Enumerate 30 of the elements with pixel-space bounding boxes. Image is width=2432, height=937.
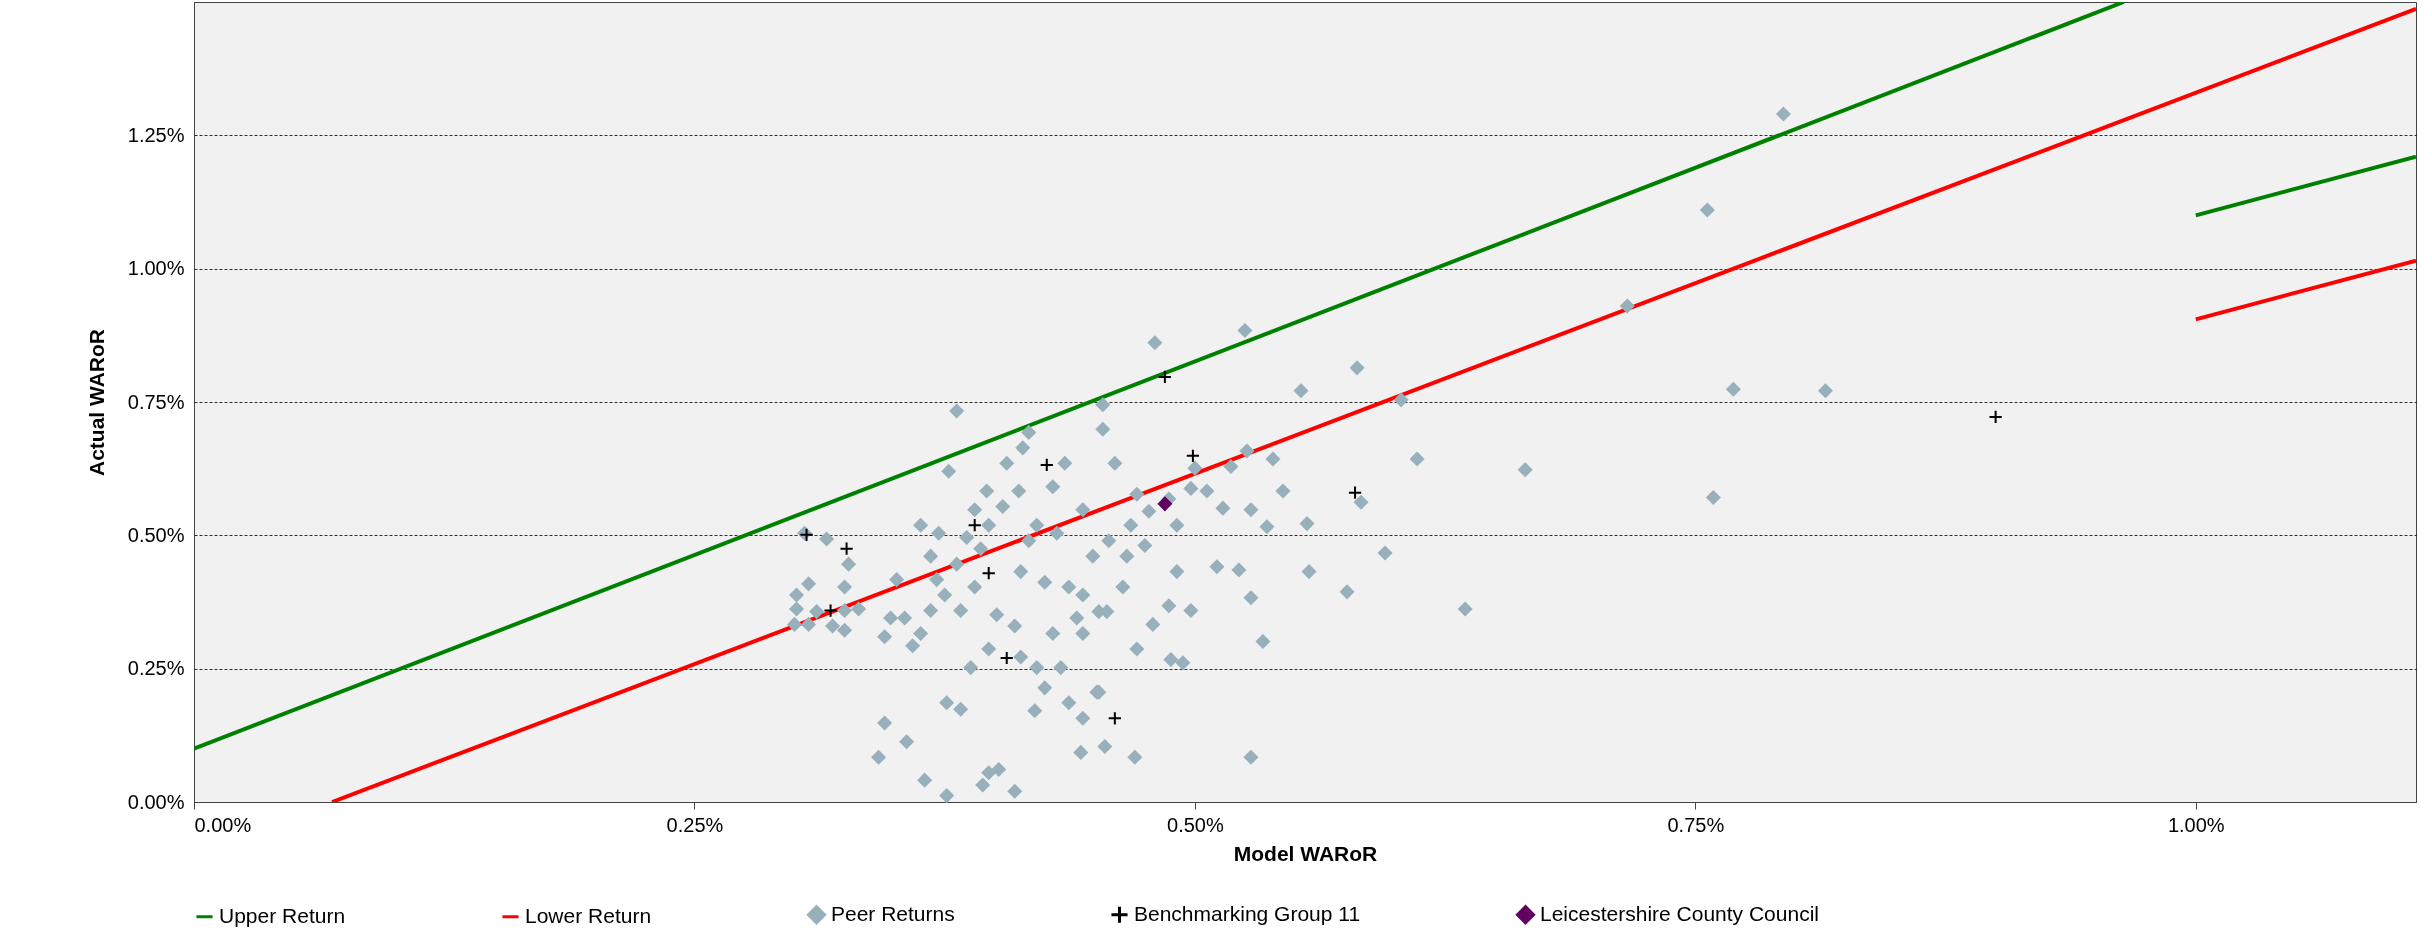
y-tick-label: 1.25%	[127, 123, 185, 146]
x-tick-label: 0.00%	[194, 813, 252, 836]
legend-label: Lower Return	[525, 903, 652, 927]
legend-label: Upper Return	[219, 903, 346, 927]
point	[999, 650, 1014, 666]
x-tick-label: 0.50%	[1167, 813, 1224, 836]
y-tick-label: 0.25%	[127, 657, 185, 680]
point	[1107, 711, 1122, 726]
x-tick-label: 0.75%	[1667, 813, 1725, 836]
legend-label: Leicestershire County Council	[1540, 901, 1819, 925]
x-axis-title: Model WARoR	[1233, 841, 1378, 865]
point	[839, 541, 854, 556]
point	[823, 603, 838, 618]
x-tick-label: 1.00%	[2167, 813, 2225, 836]
y-tick-label: 1.00%	[127, 257, 185, 280]
y-tick-label: 0.50%	[127, 523, 185, 546]
legend-label: Peer Returns	[831, 901, 955, 925]
y-axis-title: Actual WARoR	[84, 329, 108, 476]
point	[1347, 485, 1363, 500]
y-tick-label: 0.00%	[127, 790, 185, 813]
point	[967, 518, 982, 533]
legend-label: Benchmarking Group 11	[1134, 901, 1361, 925]
point	[1157, 496, 1172, 511]
point	[1039, 457, 1054, 473]
point	[981, 566, 996, 581]
point	[1185, 448, 1201, 463]
point	[1157, 369, 1172, 385]
y-tick-label: 0.75%	[127, 390, 185, 413]
point	[1988, 409, 2003, 425]
x-tick-label: 0.25%	[666, 813, 724, 836]
